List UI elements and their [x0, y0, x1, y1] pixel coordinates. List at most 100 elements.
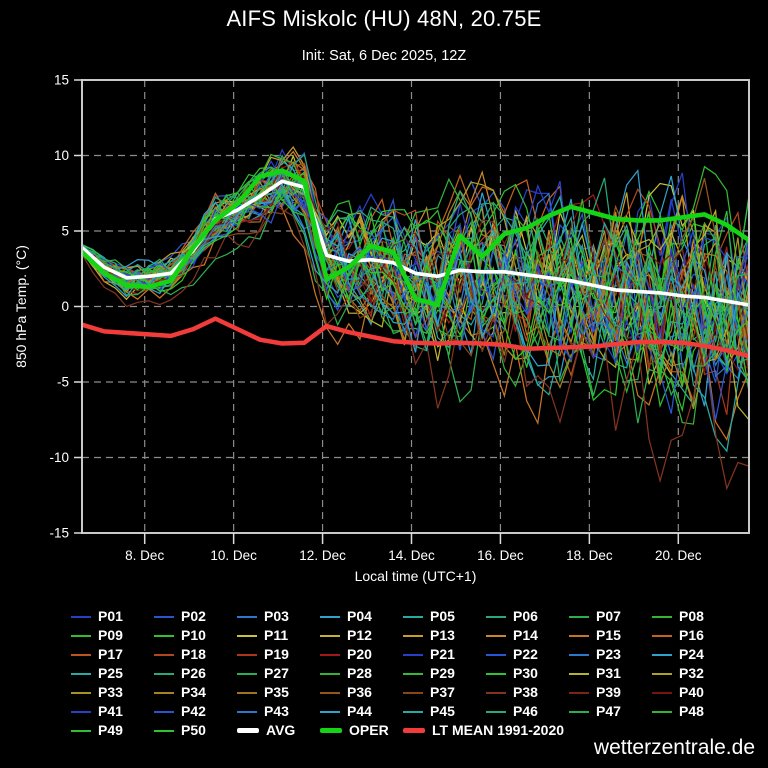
legend-item-p06: P06	[486, 607, 569, 626]
legend-swatch	[154, 653, 174, 656]
legend-item-p29: P29	[403, 664, 486, 683]
legend-swatch	[237, 728, 259, 733]
legend-label: P36	[347, 684, 372, 700]
legend-label: P08	[679, 608, 704, 624]
legend-swatch	[652, 615, 672, 618]
legend-label: P35	[264, 684, 289, 700]
legend-item-p42: P42	[154, 702, 237, 721]
legend-label: P15	[596, 627, 621, 643]
axis-ticks	[74, 79, 680, 544]
legend-label: AVG	[266, 722, 296, 738]
legend-item-p50: P50	[154, 721, 237, 740]
legend-item-p33: P33	[71, 683, 154, 702]
legend-item-p22: P22	[486, 645, 569, 664]
legend-label: LT MEAN 1991-2020	[432, 722, 565, 738]
ltmean-line	[82, 316, 749, 359]
x-tick-label: 8. Dec	[125, 548, 164, 563]
legend-label: P02	[181, 608, 206, 624]
legend-item-p17: P17	[71, 645, 154, 664]
y-tick-label: 10	[54, 148, 69, 163]
member-line-P50	[82, 180, 749, 402]
legend-swatch	[237, 615, 257, 618]
axis-labels: 8. Dec 10. Dec 12. Dec 14. Dec 16. Dec 18. De…	[13, 73, 702, 585]
legend-item-p44: P44	[320, 702, 403, 721]
legend-swatch	[486, 634, 506, 637]
legend-item-p45: P45	[403, 702, 486, 721]
y-tick-label: 5	[61, 224, 69, 239]
legend-swatch	[569, 710, 589, 713]
legend-label: P14	[513, 627, 538, 643]
member-line-P32	[82, 171, 749, 369]
legend-item-p19: P19	[237, 645, 320, 664]
member-line-P10	[82, 166, 749, 336]
legend-label: P39	[596, 684, 621, 700]
legend-label: P33	[98, 684, 123, 700]
member-line-P13	[82, 146, 749, 327]
legend-swatch	[320, 728, 342, 733]
ensemble-chart: 8. Dec 10. Dec 12. Dec 14. Dec 16. Dec 18. De…	[13, 73, 750, 585]
legend-item-p27: P27	[237, 664, 320, 683]
legend-item-p37: P37	[403, 683, 486, 702]
legend-label: P37	[430, 684, 455, 700]
page-title: AIFS Miskolc (HU) 48N, 20.75E	[226, 6, 542, 31]
legend-label: P30	[513, 665, 538, 681]
legend-label: P47	[596, 703, 621, 719]
legend-item-p10: P10	[154, 626, 237, 645]
legend-label: P38	[513, 684, 538, 700]
legend-label: P06	[513, 608, 538, 624]
legend-swatch	[569, 691, 589, 694]
member-line-P45	[82, 160, 749, 367]
legend-swatch	[154, 634, 174, 637]
legend-label: P43	[264, 703, 289, 719]
legend-swatch	[71, 729, 91, 732]
legend-swatch	[652, 653, 672, 656]
legend-swatch	[652, 672, 672, 675]
legend-item-p36: P36	[320, 683, 403, 702]
legend-swatch	[569, 653, 589, 656]
legend-swatch	[237, 653, 257, 656]
legend-item-p43: P43	[237, 702, 320, 721]
legend-item-p18: P18	[154, 645, 237, 664]
legend-label: P34	[181, 684, 206, 700]
legend-swatch	[320, 634, 340, 637]
legend-label: P18	[181, 646, 206, 662]
member-line-P24	[82, 168, 749, 322]
legend-swatch	[486, 672, 506, 675]
x-tick-label: 14. Dec	[388, 548, 435, 563]
legend-label: P26	[181, 665, 206, 681]
watermark: wetterzentrale.de	[593, 736, 755, 759]
legend-label: P28	[347, 665, 372, 681]
legend-label: P05	[430, 608, 455, 624]
legend-item-p48: P48	[652, 702, 735, 721]
legend-label: P20	[347, 646, 372, 662]
legend-item-p46: P46	[486, 702, 569, 721]
legend-swatch	[320, 691, 340, 694]
legend-swatch	[403, 634, 423, 637]
y-tick-label: -10	[49, 450, 69, 465]
legend-label: P27	[264, 665, 289, 681]
legend-swatch	[320, 710, 340, 713]
legend-item-p09: P09	[71, 626, 154, 645]
legend-swatch	[237, 672, 257, 675]
legend-label: P13	[430, 627, 455, 643]
legend-swatch	[320, 653, 340, 656]
legend-swatch	[154, 691, 174, 694]
x-tick-label: 16. Dec	[477, 548, 524, 563]
legend-label: P09	[98, 627, 123, 643]
legend-swatch	[154, 615, 174, 618]
legend-label: P01	[98, 608, 123, 624]
y-axis-title: 850 hPa Temp. (°C)	[13, 245, 29, 368]
legend-label: P16	[679, 627, 704, 643]
legend-swatch	[71, 672, 91, 675]
x-tick-label: 20. Dec	[655, 548, 702, 563]
legend-item-p28: P28	[320, 664, 403, 683]
legend-item-p26: P26	[154, 664, 237, 683]
legend-item-p12: P12	[320, 626, 403, 645]
legend-item-p02: P02	[154, 607, 237, 626]
legend-item-p05: P05	[403, 607, 486, 626]
legend-label: P32	[679, 665, 704, 681]
legend-item-p35: P35	[237, 683, 320, 702]
legend-item-p47: P47	[569, 702, 652, 721]
legend-swatch	[403, 691, 423, 694]
